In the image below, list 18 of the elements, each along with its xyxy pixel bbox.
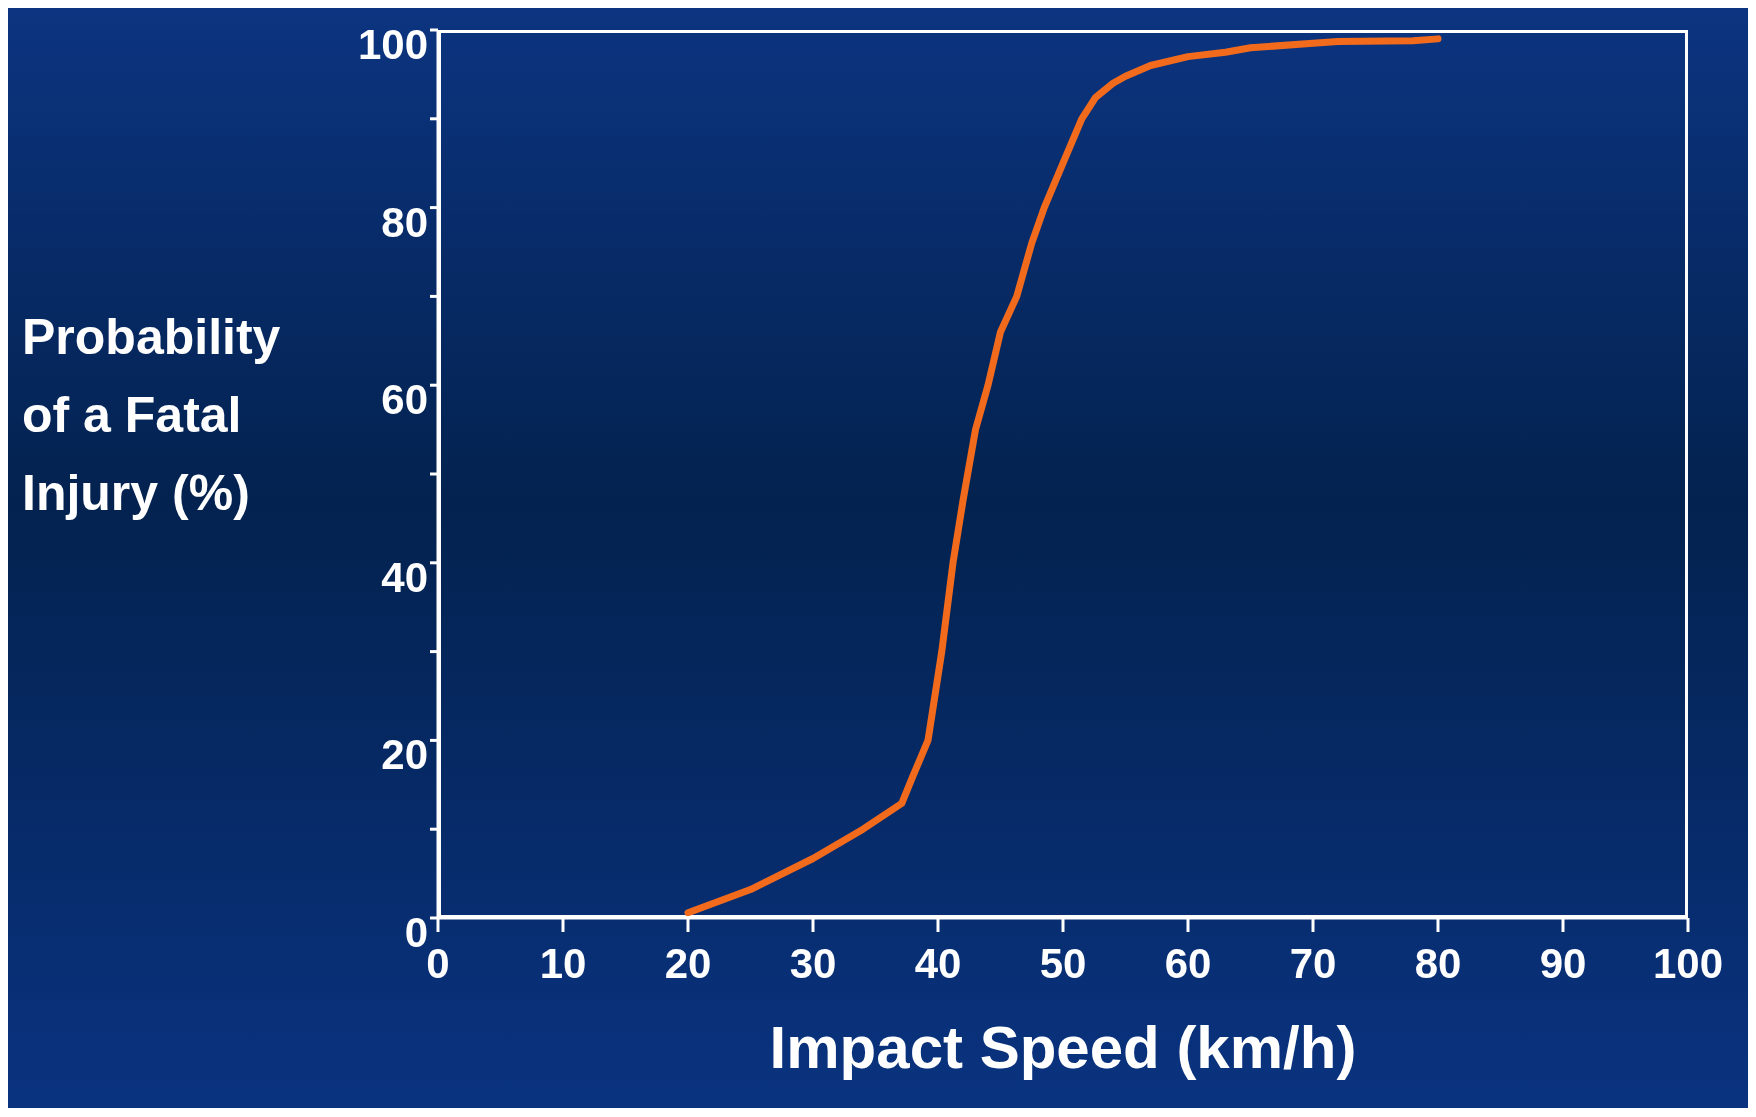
y-tick-label: 0 (404, 908, 428, 956)
x-axis-title: Impact Speed (km/h) (768, 1013, 1358, 1082)
y-tick-label: 40 (381, 553, 428, 601)
y-tick-label: 20 (381, 731, 428, 779)
y-axis-title: Probability of a Fatal Injury (%) (22, 308, 282, 523)
y-tick-label: 80 (381, 198, 428, 246)
x-tick-label: 100 (1652, 939, 1724, 987)
x-tick-label: 50 (1039, 939, 1087, 987)
x-tick-label: 20 (664, 939, 712, 987)
y-tick-label: 100 (357, 20, 428, 68)
x-tick-label: 90 (1539, 939, 1587, 987)
y-tick-label: 60 (381, 376, 428, 424)
x-tick-label: 70 (1289, 939, 1337, 987)
x-tick-label: 10 (539, 939, 587, 987)
x-tick-label: 60 (1164, 939, 1212, 987)
x-tick-label: 80 (1414, 939, 1462, 987)
x-tick-label: 30 (789, 939, 837, 987)
x-tick-label: 40 (914, 939, 962, 987)
